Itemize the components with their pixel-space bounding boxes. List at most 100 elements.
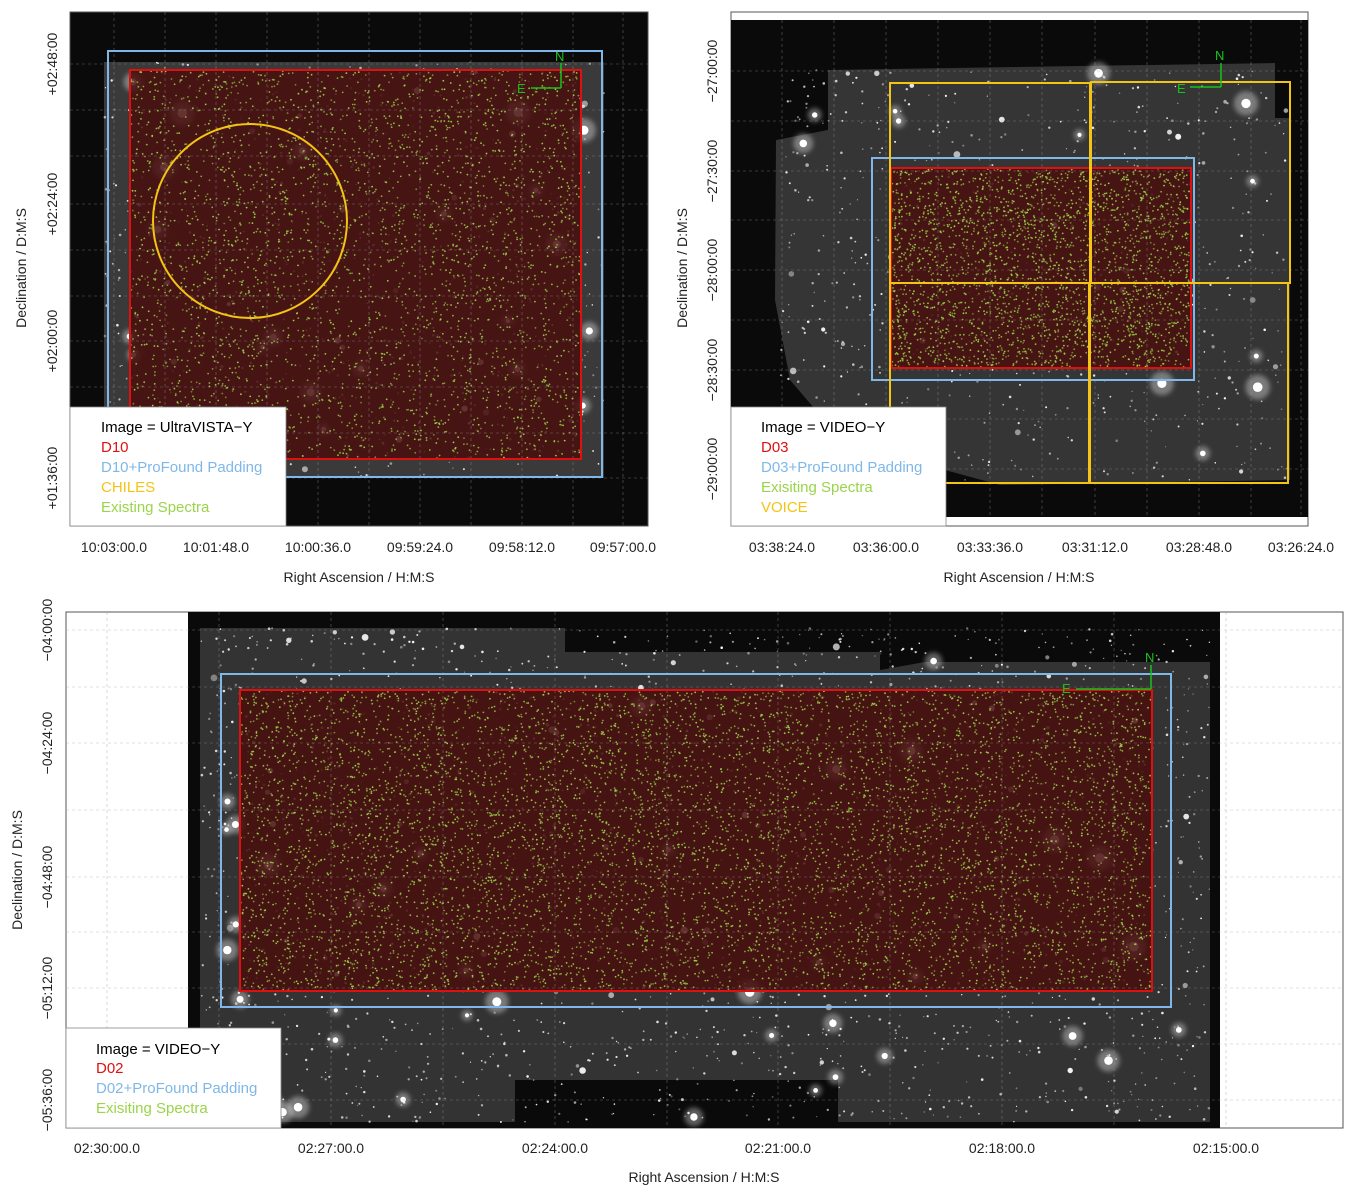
spectrum-point (360, 296, 362, 299)
spectrum-point (500, 119, 502, 121)
spectrum-point (259, 289, 261, 292)
spectrum-point (153, 98, 156, 101)
spectrum-point (576, 373, 579, 376)
spectrum-point (389, 382, 392, 385)
spectrum-point (381, 403, 384, 406)
star (1216, 107, 1219, 110)
spectrum-point (442, 261, 445, 264)
spectrum-point (190, 381, 193, 383)
spectrum-point (328, 399, 330, 402)
spectrum-point (230, 86, 233, 88)
spectrum-point (360, 436, 363, 439)
spectrum-point (375, 311, 377, 314)
star (1023, 409, 1025, 411)
spectrum-point (258, 320, 260, 322)
spectrum-point (482, 144, 485, 147)
spectrum-point (543, 282, 546, 284)
spectrum-point (542, 181, 545, 184)
spectrum-point (138, 254, 141, 257)
spectrum-point (223, 222, 226, 225)
spectrum-point (575, 334, 577, 337)
spectrum-point (178, 380, 181, 382)
spectrum-point (551, 398, 554, 401)
spectrum-point (218, 379, 221, 382)
spectrum-point (228, 356, 231, 359)
spectrum-point (564, 279, 566, 281)
spectrum-point (566, 182, 569, 184)
spectrum-point (184, 302, 187, 305)
spectrum-point (311, 345, 314, 348)
spectrum-point (467, 237, 470, 240)
star (803, 154, 806, 157)
spectrum-point (236, 239, 239, 241)
spectrum-point (308, 239, 311, 242)
spectrum-point (421, 156, 424, 158)
spectrum-point (174, 149, 177, 152)
spectrum-point (513, 149, 516, 152)
spectrum-point (323, 183, 325, 186)
spectrum-point (434, 300, 437, 303)
spectrum-point (348, 374, 351, 376)
spectrum-point (532, 191, 535, 194)
spectrum-point (206, 129, 209, 132)
star (1283, 159, 1287, 162)
spectrum-point (320, 321, 322, 324)
spectrum-point (494, 150, 497, 152)
spectrum-point (203, 399, 206, 402)
spectrum-point (476, 132, 478, 135)
spectrum-point (554, 393, 557, 396)
spectrum-point (574, 450, 576, 453)
spectrum-point (477, 430, 479, 432)
star (880, 292, 883, 296)
spectrum-point (227, 151, 229, 154)
spectrum-point (506, 93, 509, 95)
spectrum-point (381, 406, 384, 408)
spectrum-point (407, 73, 410, 76)
spectrum-point (346, 424, 349, 427)
spectrum-point (394, 448, 396, 451)
spectrum-point (246, 242, 249, 245)
spectrum-point (465, 392, 468, 395)
spectrum-point (562, 419, 565, 421)
spectrum-point (1154, 333, 1157, 336)
spectrum-point (260, 74, 262, 76)
spectrum-point (261, 183, 263, 186)
bright-star (1241, 98, 1251, 109)
spectrum-point (523, 184, 526, 186)
spectrum-point (153, 314, 156, 317)
star (1274, 124, 1276, 127)
spectrum-point (351, 137, 354, 140)
spectrum-point (335, 309, 337, 312)
star (782, 310, 785, 313)
spectrum-point (468, 357, 471, 360)
spectrum-point (138, 111, 141, 114)
spectrum-point (455, 207, 458, 210)
star (1034, 424, 1036, 426)
spectrum-point (271, 178, 274, 181)
spectrum-point (225, 251, 228, 254)
spectrum-point (232, 259, 235, 262)
spectrum-point (578, 449, 580, 451)
spectrum-point (181, 285, 183, 288)
spectrum-point (444, 151, 446, 154)
spectrum-point (287, 72, 290, 75)
spectrum-point (369, 285, 372, 288)
spectrum-point (573, 89, 576, 91)
spectrum-point (221, 353, 223, 355)
spectrum-point (387, 296, 390, 299)
spectrum-point (383, 74, 386, 77)
star (982, 459, 984, 461)
spectrum-point (527, 205, 530, 208)
spectrum-point (297, 413, 300, 415)
spectrum-point (508, 84, 510, 87)
spectrum-point (222, 244, 225, 247)
spectrum-point (355, 169, 358, 172)
spectrum-point (492, 213, 495, 216)
spectrum-point (308, 334, 310, 337)
spectrum-point (252, 295, 255, 297)
spectrum-point (525, 143, 527, 146)
spectrum-point (364, 437, 367, 440)
spectrum-point (231, 390, 234, 392)
spectrum-point (414, 389, 417, 391)
spectrum-point (530, 227, 533, 230)
